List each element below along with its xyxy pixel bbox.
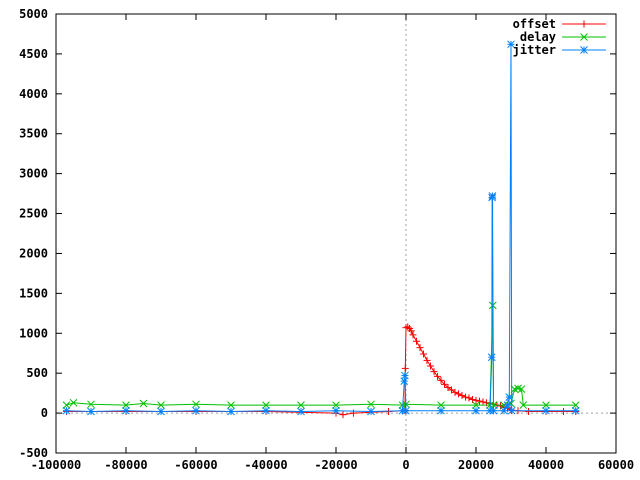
series-jitter — [62, 40, 580, 416]
y-tick-label: 3500 — [19, 127, 48, 141]
x-tick-label: -60000 — [174, 458, 217, 472]
data-point-delay — [472, 401, 480, 409]
data-point-delay — [297, 401, 305, 409]
x-tick-label: -100000 — [31, 458, 82, 472]
x-tick-label: -80000 — [104, 458, 147, 472]
series-line-delay — [66, 305, 576, 406]
data-point-delay — [69, 398, 78, 407]
data-point-delay — [437, 401, 445, 409]
data-point-delay — [227, 401, 235, 409]
data-point-jitter — [500, 406, 508, 415]
data-point-jitter — [367, 407, 375, 416]
y-tick-label: 2000 — [19, 246, 48, 260]
data-point-jitter — [332, 406, 340, 415]
data-point-jitter — [87, 407, 95, 416]
data-point-jitter — [297, 407, 305, 416]
y-tick-label: 0 — [41, 406, 48, 420]
series-area — [62, 40, 580, 419]
data-point-delay — [122, 401, 130, 409]
data-point-delay — [139, 399, 148, 408]
data-point-jitter — [505, 393, 514, 401]
data-point-jitter — [488, 192, 497, 200]
data-point-delay — [517, 385, 526, 393]
axes — [55, 13, 617, 454]
plot-border — [55, 13, 617, 454]
data-point-jitter — [262, 406, 270, 415]
legend-marker-delay — [580, 33, 588, 41]
data-point-jitter — [472, 406, 480, 415]
data-point-jitter — [571, 406, 580, 415]
data-point-jitter — [507, 406, 516, 415]
legend-label-delay: delay — [520, 30, 556, 44]
data-point-delay — [514, 384, 522, 393]
data-point-delay — [519, 401, 528, 409]
ticks: -100000 -80000 -60000 -40000 -20000 0 20000 400… — [19, 7, 634, 472]
data-point-jitter — [157, 407, 165, 416]
legend-label-offset: offset — [513, 17, 556, 31]
legend-entry-jitter: jitter — [513, 43, 606, 57]
x-tick-label: 60000 — [598, 458, 634, 472]
data-point-jitter — [122, 406, 130, 415]
data-point-delay — [62, 401, 71, 409]
y-tick-label: 2500 — [19, 207, 48, 221]
x-tick-label: 40000 — [528, 458, 564, 472]
series-line-jitter — [66, 44, 576, 413]
data-point-delay — [262, 401, 270, 409]
data-point-jitter — [489, 406, 498, 415]
x-tick-label: 20000 — [458, 458, 494, 472]
y-tick-label: 4000 — [19, 87, 48, 101]
data-point-jitter — [487, 353, 496, 362]
x-tick-label: 0 — [402, 458, 409, 472]
series-line-offset — [66, 326, 576, 416]
y-tick-label: 4500 — [19, 47, 48, 61]
data-point-delay — [192, 400, 200, 409]
data-point-jitter — [402, 406, 410, 415]
y-tick-label: 5000 — [19, 7, 48, 21]
data-point-delay — [157, 401, 165, 409]
data-point-jitter — [507, 40, 515, 49]
data-point-delay — [332, 401, 340, 409]
y-tick-label: 3000 — [19, 167, 48, 181]
data-point-delay — [542, 401, 550, 409]
legend-label-jitter: jitter — [513, 43, 556, 57]
legend-entry-delay: delay — [520, 30, 606, 44]
data-point-jitter — [192, 406, 200, 415]
y-tick-label: -500 — [19, 446, 48, 460]
data-point-jitter — [62, 406, 71, 415]
y-tick-label: 1000 — [19, 326, 48, 340]
data-point-jitter — [437, 406, 445, 415]
data-point-jitter — [227, 407, 235, 416]
legend-entry-offset: offset — [513, 17, 606, 31]
y-tick-label: 500 — [26, 366, 48, 380]
data-point-delay — [367, 400, 375, 409]
data-point-jitter — [401, 371, 409, 380]
x-tick-label: -20000 — [314, 458, 357, 472]
data-point-jitter — [542, 406, 550, 415]
data-point-jitter — [503, 401, 512, 409]
legend-marker-jitter — [580, 46, 588, 54]
data-point-delay — [87, 400, 95, 409]
series-delay — [62, 301, 580, 409]
y-tick-label: 1500 — [19, 286, 48, 300]
x-tick-label: -40000 — [244, 458, 287, 472]
data-point-jitter — [400, 377, 409, 386]
data-point-delay — [571, 401, 580, 409]
